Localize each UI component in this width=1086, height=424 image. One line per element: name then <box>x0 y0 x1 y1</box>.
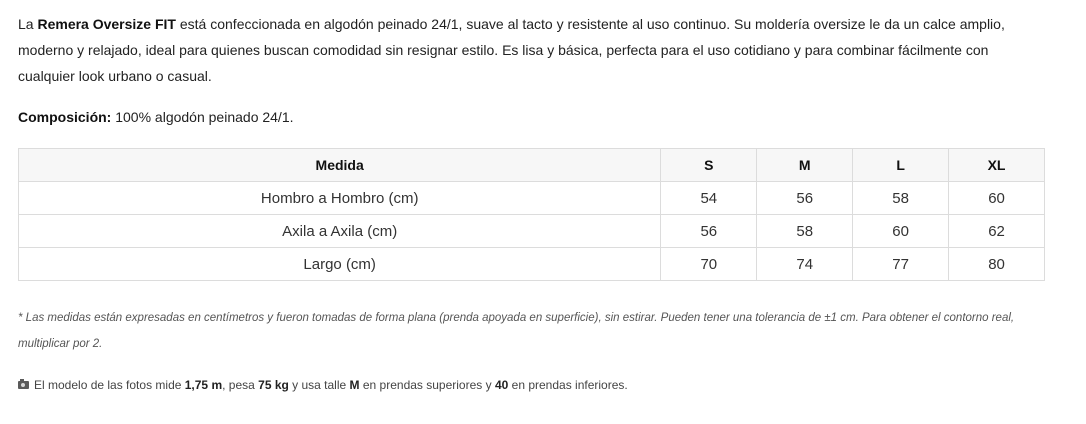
header-size-s: S <box>660 148 758 182</box>
size-table: Medida S M L XL Hombro a Hombro (cm) 54 … <box>17 148 1045 281</box>
model-text-3: y usa talle <box>288 378 350 392</box>
model-top-size: M <box>349 378 360 392</box>
table-cell: 70 <box>660 247 758 281</box>
table-cell: 56 <box>660 214 758 248</box>
model-weight: 75 kg <box>258 378 289 392</box>
model-info-line: El modelo de las fotos mide 1,75 m, pesa… <box>18 375 1048 395</box>
composition-value: 100% algodón peinado 24/1. <box>111 109 294 125</box>
table-cell: 77 <box>852 247 950 281</box>
table-cell: 54 <box>660 181 758 215</box>
model-height: 1,75 m <box>184 378 223 392</box>
table-cell: 56 <box>756 181 854 215</box>
model-text-5: en prendas inferiores. <box>508 378 628 392</box>
model-bottom-size: 40 <box>494 378 509 392</box>
table-cell: 74 <box>756 247 854 281</box>
table-row: Largo (cm) 70 74 77 80 <box>17 247 1045 281</box>
description-intro: La <box>18 16 38 32</box>
model-text-2: , pesa <box>222 378 259 392</box>
product-description-section: La Remera Oversize FIT está confeccionad… <box>17 11 1048 395</box>
table-cell: 58 <box>756 214 854 248</box>
table-cell: 60 <box>852 214 950 248</box>
header-measure: Medida <box>17 148 662 182</box>
description-paragraph: La Remera Oversize FIT está confeccionad… <box>18 11 1048 89</box>
row-label: Axila a Axila (cm) <box>17 214 662 248</box>
composition-label: Composición: <box>18 109 112 125</box>
row-label: Hombro a Hombro (cm) <box>17 181 662 215</box>
measurement-note: * Las medidas están expresadas en centím… <box>18 312 1015 350</box>
row-label: Largo (cm) <box>17 247 662 281</box>
size-table-header-row: Medida S M L XL <box>17 148 1045 182</box>
model-text-1: El modelo de las fotos mide <box>34 378 185 392</box>
camera-icon <box>18 379 29 389</box>
composition-line: Composición: 100% algodón peinado 24/1. <box>18 107 1048 127</box>
description-body: está confeccionada en algodón peinado 24… <box>18 16 1005 84</box>
header-size-l: L <box>852 148 950 182</box>
table-cell: 62 <box>948 214 1045 248</box>
table-row: Axila a Axila (cm) 56 58 60 62 <box>17 214 1045 248</box>
header-size-xl: XL <box>948 148 1045 182</box>
table-cell: 80 <box>948 247 1045 281</box>
header-size-m: M <box>756 148 854 182</box>
table-row: Hombro a Hombro (cm) 54 56 58 60 <box>17 181 1045 215</box>
product-name: Remera Oversize FIT <box>37 16 176 32</box>
table-cell: 60 <box>948 181 1045 215</box>
model-text-4: en prendas superiores y <box>359 378 495 392</box>
table-cell: 58 <box>852 181 950 215</box>
